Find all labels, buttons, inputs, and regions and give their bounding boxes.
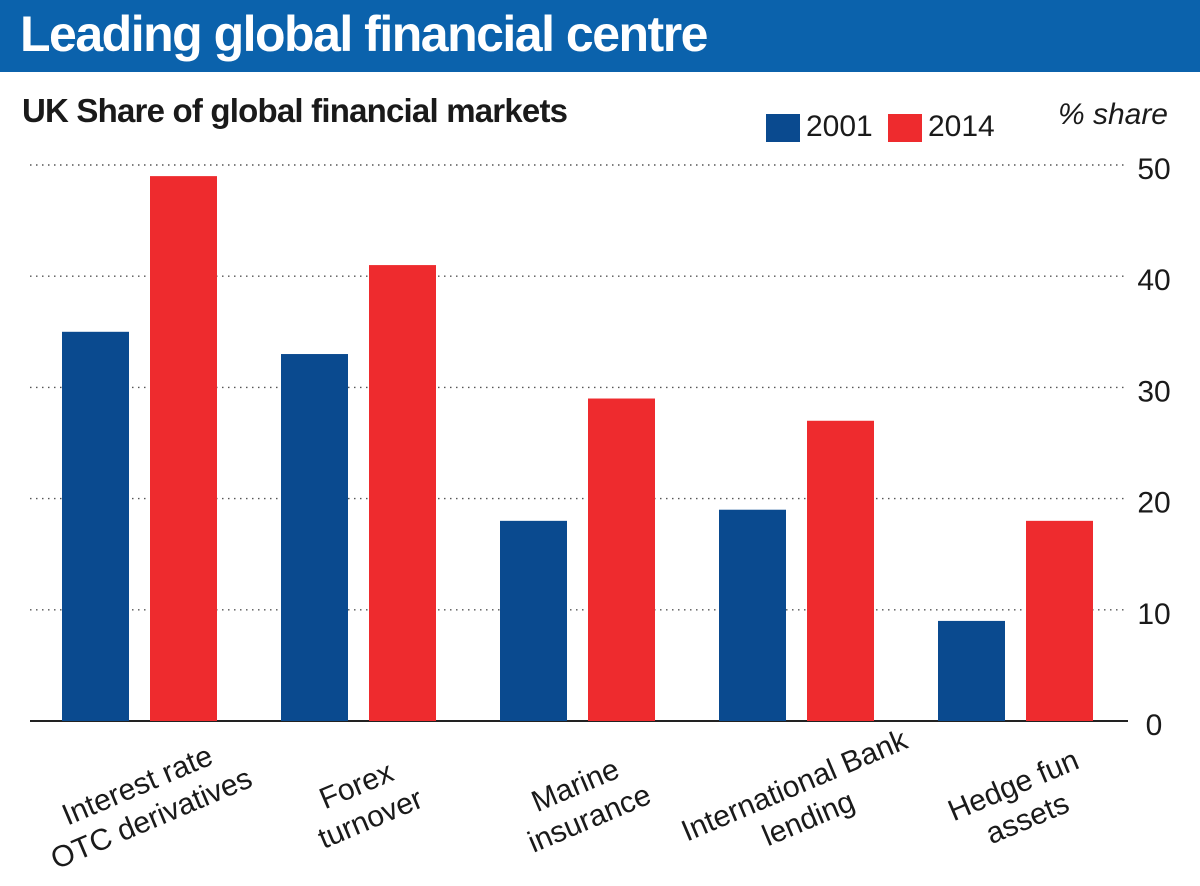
- legend-swatch-2014: [888, 114, 922, 142]
- legend-swatch-2001: [766, 114, 800, 142]
- bar-2001-2: [500, 520, 567, 721]
- y-tick-label-20: 20: [1137, 487, 1170, 520]
- x-category-label-2: Marineinsurance: [509, 745, 656, 859]
- bar-2001-4: [938, 620, 1005, 721]
- y-tick-label-0: 0: [1146, 709, 1163, 742]
- x-category-label-0: Interest rateOTC derivatives: [32, 729, 257, 877]
- bar-2014-2: [588, 398, 655, 721]
- x-category-label-1: Forexturnover: [299, 749, 427, 856]
- x-category-label-4: Hedge funassets: [943, 743, 1097, 861]
- bar-2014-1: [369, 265, 436, 721]
- y-tick-label-10: 10: [1137, 598, 1170, 631]
- chart-subtitle: UK Share of global financial markets: [22, 92, 568, 129]
- x-category-label-3: International Banklending: [677, 723, 927, 881]
- title-banner: Leading global financial centre: [0, 0, 1200, 72]
- y-tick-label-30: 30: [1137, 375, 1170, 408]
- y-axis-unit-label: % share: [1057, 98, 1168, 131]
- legend-label-2014: 2014: [928, 110, 995, 143]
- bar-2014-0: [150, 176, 217, 721]
- bar-2001-1: [281, 354, 348, 721]
- y-tick-label-50: 50: [1137, 153, 1170, 186]
- chart-title: Leading global financial centre: [20, 6, 708, 62]
- bar-2014-3: [807, 420, 874, 721]
- bar-2001-3: [719, 509, 786, 721]
- bar-2001-0: [62, 331, 129, 721]
- bar-2014-4: [1026, 520, 1093, 721]
- legend-label-2001: 2001: [806, 110, 873, 143]
- y-tick-label-40: 40: [1137, 264, 1170, 297]
